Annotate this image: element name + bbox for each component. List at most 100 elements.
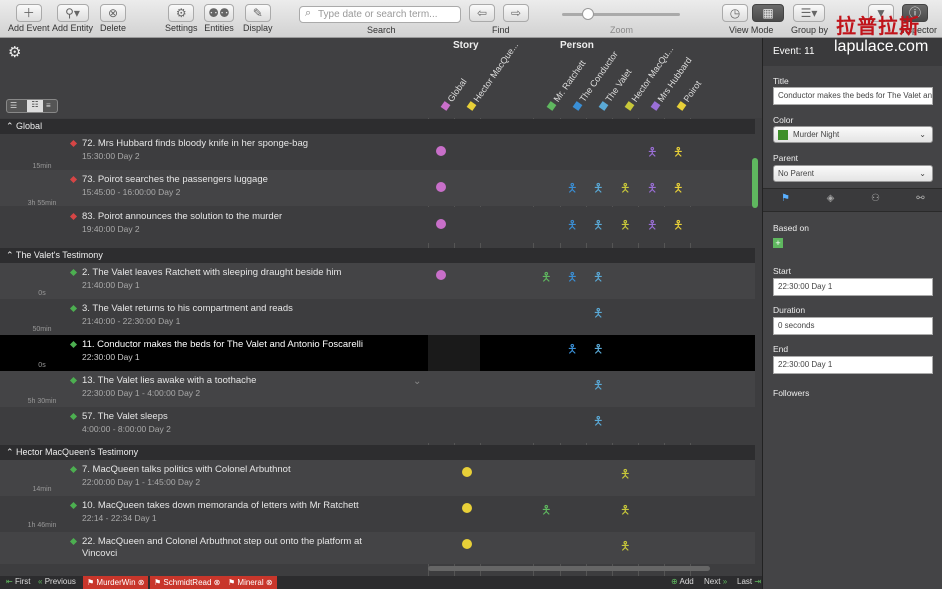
first-button[interactable]: ⇤ First (6, 577, 31, 586)
display-button[interactable]: ✎ Display (243, 4, 273, 33)
event-row[interactable]: 3. The Valet returns to his compartment … (0, 299, 755, 335)
grid-icon: ▦ (752, 4, 784, 22)
person-icon[interactable]: 🯅 (541, 503, 552, 517)
event-marker (69, 268, 78, 277)
story-dot[interactable] (436, 219, 446, 229)
info-icon: ⓘ (902, 4, 928, 22)
event-row[interactable]: 2. The Valet leaves Ratchett with sleepi… (0, 263, 755, 299)
story-dot[interactable] (436, 146, 446, 156)
compact-mode-icon[interactable]: ≡ (46, 101, 51, 110)
outline-mode-control[interactable]: ☰ ☷ ≡ (6, 99, 58, 113)
event-row[interactable]: 72. Mrs Hubbard finds bloody knife in he… (0, 134, 755, 170)
section-header[interactable]: ⌃ Global (0, 119, 755, 134)
search-input[interactable]: Type date or search term... (299, 6, 461, 23)
person-icon[interactable]: 🯅 (593, 342, 604, 356)
person-icon[interactable]: 🯅 (567, 181, 578, 195)
chevron-down-icon[interactable]: ⌄ (413, 376, 422, 387)
start-field[interactable]: 22:30:00 Day 1 (773, 278, 933, 296)
people-icon[interactable]: ⚇ (871, 193, 880, 204)
person-icon[interactable]: 🯅 (647, 218, 658, 232)
add-based-on-button[interactable]: + (773, 238, 783, 248)
story-dot[interactable] (462, 467, 472, 477)
person-icon[interactable]: 🯅 (673, 218, 684, 232)
parent-select[interactable]: No Parent ⌄ (773, 165, 933, 182)
add-bookmark-button[interactable]: ⊕ Add (671, 577, 694, 586)
find-next-button[interactable]: ⇨ (503, 4, 529, 23)
title-field[interactable]: Conductor makes the beds for The Valet a… (773, 87, 933, 105)
story-dot[interactable] (462, 503, 472, 513)
next-button[interactable]: Next » (704, 577, 728, 586)
inspector-button[interactable]: ⓘ (902, 4, 928, 23)
add-entity-button[interactable]: ⚲▾ Add Entity (52, 4, 94, 33)
settings-button[interactable]: ⚙ Settings (165, 4, 198, 33)
story-dot[interactable] (436, 270, 446, 280)
column-hector-person[interactable]: Hector MacQu... (624, 44, 676, 112)
zoom-slider[interactable] (562, 13, 680, 16)
event-row[interactable]: 13. The Valet lies awake with a toothach… (0, 371, 755, 407)
duration-field[interactable]: 0 seconds (773, 317, 933, 335)
tag-icon[interactable]: ◈ (826, 193, 835, 204)
person-icon[interactable]: 🯅 (593, 218, 604, 232)
person-icon[interactable]: 🯅 (673, 145, 684, 159)
person-icon[interactable]: 🯅 (673, 181, 684, 195)
person-icon[interactable]: 🯅 (620, 467, 631, 481)
person-icon[interactable]: 🯅 (620, 503, 631, 517)
bookmark-tag[interactable]: ⚑ MurderWin ⊗ (83, 576, 149, 589)
add-event-button[interactable]: ＋ Add Event (8, 4, 50, 33)
last-button[interactable]: Last ⇥ (737, 577, 762, 586)
previous-button[interactable]: « Previous (38, 577, 76, 586)
column-global[interactable]: Global (440, 77, 469, 112)
section-header[interactable]: ⌃ The Valet's Testimony (0, 248, 755, 263)
list-mode-icon[interactable]: ☰ (10, 101, 18, 110)
person-icon[interactable]: 🯅 (620, 181, 631, 195)
column-poirot[interactable]: Poirot (676, 79, 704, 112)
person-icon[interactable]: 🯅 (647, 145, 658, 159)
person-icon[interactable]: 🯅 (593, 378, 604, 392)
person-icon[interactable]: 🯅 (647, 181, 658, 195)
group-by-button[interactable]: ☰▾ (793, 4, 825, 23)
person-icon[interactable]: 🯅 (567, 270, 578, 284)
person-icon[interactable]: 🯅 (593, 306, 604, 320)
view-mode-label: View Mode (729, 25, 774, 35)
section-header[interactable]: ⌃ Hector MacQueen's Testimony (0, 445, 755, 460)
detail-mode-icon[interactable]: ☷ (27, 100, 43, 112)
filter-button[interactable]: ▼ (868, 4, 894, 23)
horizontal-scrollbar[interactable] (428, 566, 710, 571)
view-mode-grid-button[interactable]: ▦ (752, 4, 784, 23)
story-dot[interactable] (462, 539, 472, 549)
view-mode-clock-button[interactable]: ◷ (722, 4, 748, 23)
event-row[interactable]: 22. MacQueen and Colonel Arbuthnot step … (0, 532, 755, 564)
story-dot[interactable] (436, 182, 446, 192)
person-icon[interactable]: 🯅 (593, 181, 604, 195)
event-row[interactable]: 73. Poirot searches the passengers lugga… (0, 170, 755, 206)
end-field[interactable]: 22:30:00 Day 1 (773, 356, 933, 374)
person-icon[interactable]: 🯅 (620, 539, 631, 553)
person-icon[interactable]: 🯅 (620, 218, 631, 232)
person-icon[interactable]: 🯅 (567, 342, 578, 356)
link-icon[interactable]: ⚯ (916, 193, 925, 204)
arrow-left-icon: ⇦ (469, 4, 495, 22)
flag-icon[interactable]: ⚑ (781, 193, 790, 204)
gear-icon[interactable]: ⚙ (8, 44, 22, 61)
bookmark-tag[interactable]: ⚑ Mineral ⊗ (224, 576, 277, 589)
find-prev-button[interactable]: ⇦ (469, 4, 495, 23)
event-row[interactable]: 83. Poirot announces the solution to the… (0, 207, 755, 243)
filter-icon: ▼ (868, 4, 894, 22)
person-icon[interactable]: 🯅 (541, 270, 552, 284)
person-icon[interactable]: 🯅 (593, 270, 604, 284)
event-row[interactable]: 10. MacQueen takes down memoranda of let… (0, 496, 755, 532)
event-row[interactable]: 57. The Valet sleeps 4:00:00 - 8:00:00 Da… (0, 407, 755, 443)
scrollbar[interactable] (752, 158, 758, 208)
color-select[interactable]: Murder Night ⌄ (773, 126, 933, 143)
bookmark-tag[interactable]: ⚑ SchmidtRead ⊗ (150, 576, 225, 589)
event-row-selected[interactable]: 11. Conductor makes the beds for The Val… (0, 335, 755, 371)
event-marker (69, 304, 78, 313)
entities-button[interactable]: ⚉⚉ Entities (204, 4, 234, 33)
person-icon[interactable]: 🯅 (593, 414, 604, 428)
column-hector-story[interactable]: Hector MacQue... (466, 40, 521, 112)
zoom-slider-knob[interactable] (582, 8, 594, 20)
event-row[interactable]: 7. MacQueen talks politics with Colonel … (0, 460, 755, 496)
person-icon[interactable]: 🯅 (567, 218, 578, 232)
arrow-right-icon: ⇨ (503, 4, 529, 22)
delete-button[interactable]: ⊗ Delete (100, 4, 127, 33)
